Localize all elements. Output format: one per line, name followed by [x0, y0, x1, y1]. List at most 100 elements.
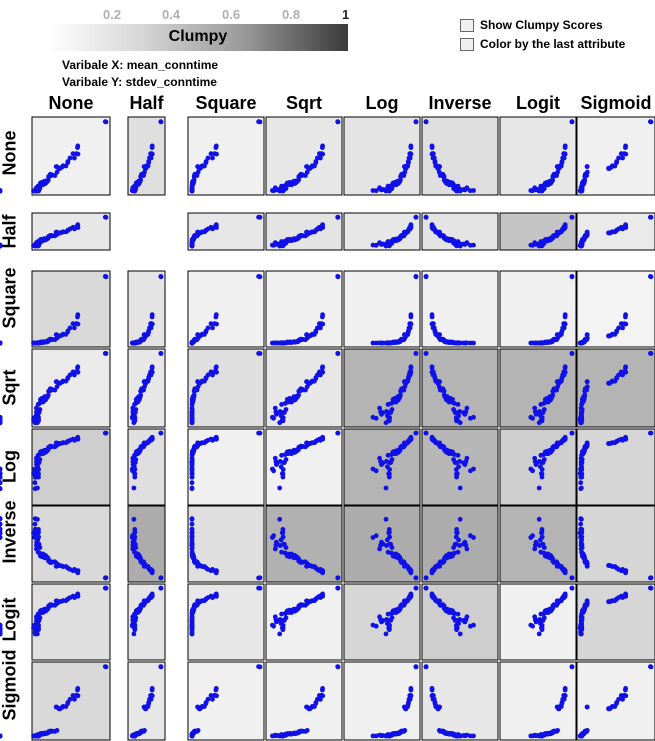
scatter-cell-logit-square[interactable]	[187, 583, 265, 661]
scatter-cell-square-sqrt[interactable]	[0, 270, 343, 348]
scatter-cell-half-log[interactable]	[0, 212, 421, 251]
data-point	[300, 386, 305, 392]
data-point	[72, 325, 77, 331]
scatter-cell-none-sigmoid[interactable]	[576, 116, 655, 196]
scatter-cell-square-sigmoid[interactable]	[576, 270, 655, 348]
scatter-cell-half-sqrt[interactable]	[0, 212, 343, 251]
data-point	[148, 325, 154, 331]
data-point	[561, 696, 567, 702]
scatter-cell-square-none[interactable]	[31, 270, 111, 348]
data-point	[132, 188, 138, 194]
data-point	[539, 623, 545, 628]
data-point	[403, 333, 409, 339]
scatter-cell-none-square[interactable]	[187, 116, 265, 196]
data-point	[148, 696, 154, 702]
row-label-sqrt: Sqrt	[0, 369, 20, 406]
data-point	[457, 420, 463, 426]
scatter-cell-square-log[interactable]	[0, 270, 421, 348]
data-point	[408, 321, 414, 327]
scatter-cell-none-logit[interactable]	[0, 116, 577, 196]
scatter-cell-half-none[interactable]	[31, 212, 111, 251]
data-point	[292, 179, 298, 185]
data-point	[452, 452, 457, 457]
scatter-cell-sqrt-sigmoid[interactable]	[576, 348, 655, 428]
scatter-cell-inverse-none[interactable]	[31, 505, 111, 583]
data-point	[607, 166, 612, 172]
data-point	[149, 321, 155, 327]
scatter-cell-half-square[interactable]	[187, 212, 265, 251]
data-point	[131, 516, 137, 522]
data-point	[271, 468, 276, 474]
scatter-cell-none-log[interactable]	[0, 116, 421, 196]
scatter-cell-square-square[interactable]	[187, 270, 265, 348]
data-point	[579, 534, 585, 540]
data-point	[42, 554, 48, 560]
data-point	[552, 172, 558, 178]
data-point	[189, 340, 195, 345]
data-point	[569, 274, 575, 279]
data-point	[292, 339, 298, 345]
scatter-cell-logit-sigmoid[interactable]	[576, 583, 655, 661]
scatter-cell-sqrt-square[interactable]	[187, 348, 265, 428]
scatter-cell-half-sigmoid[interactable]	[576, 212, 655, 251]
scatter-cell-half-inverse[interactable]	[0, 212, 499, 251]
data-point	[0, 486, 3, 492]
color-by-last-attribute-checkbox[interactable]	[460, 37, 474, 51]
data-point	[189, 401, 195, 406]
scatter-cell-inverse-sigmoid[interactable]	[576, 505, 655, 583]
data-point	[49, 172, 55, 178]
data-point	[552, 602, 558, 608]
data-point	[72, 696, 77, 702]
data-point	[556, 599, 562, 605]
data-point	[72, 437, 77, 443]
data-point	[618, 321, 624, 327]
data-point	[57, 441, 63, 447]
show-clumpy-scores-checkbox[interactable]	[460, 18, 474, 32]
data-point	[256, 585, 261, 591]
data-point	[335, 585, 341, 591]
data-point	[453, 242, 459, 248]
data-point	[387, 471, 392, 477]
data-point	[102, 430, 108, 436]
data-point	[143, 333, 149, 339]
scatter-cell-none-sqrt[interactable]	[0, 116, 343, 196]
show-clumpy-scores-option[interactable]: Show Clumpy Scores	[460, 18, 603, 32]
data-point	[547, 554, 553, 560]
scatter-cell-sigmoid-square[interactable]	[187, 661, 265, 741]
data-point	[205, 595, 211, 600]
scatter-cell-sqrt-none[interactable]	[31, 348, 111, 428]
scatter-cell-log-none[interactable]	[31, 428, 111, 506]
scatter-cell-half-logit[interactable]	[0, 212, 577, 251]
data-point	[205, 567, 211, 572]
data-point	[318, 567, 323, 572]
data-point	[413, 214, 419, 220]
data-point	[149, 364, 155, 370]
scatter-cell-log-sigmoid[interactable]	[576, 428, 655, 506]
scatter-cell-sigmoid-none[interactable]	[31, 661, 111, 741]
cell-background	[265, 270, 343, 348]
data-point	[423, 119, 429, 125]
scatter-cell-square-logit[interactable]	[0, 270, 577, 348]
scatter-cell-logit-none[interactable]	[31, 583, 111, 661]
data-point	[423, 351, 429, 356]
data-point	[452, 731, 457, 737]
color-by-last-attribute-option[interactable]: Color by the last attribute	[460, 37, 625, 51]
scatter-cell-inverse-square[interactable]	[187, 505, 265, 583]
data-point	[272, 405, 278, 411]
data-point	[579, 401, 585, 406]
scatter-cell-square-inverse[interactable]	[0, 270, 499, 348]
data-point	[423, 274, 429, 279]
data-point	[67, 155, 73, 161]
data-point	[307, 166, 313, 172]
scatter-cell-log-square[interactable]	[187, 428, 265, 506]
scatter-cell-sigmoid-sigmoid[interactable]	[576, 661, 655, 741]
data-point	[102, 119, 108, 125]
scatter-cell-square-half[interactable]	[0, 270, 166, 348]
data-point	[158, 575, 164, 581]
data-point	[407, 372, 413, 378]
cell-background	[187, 661, 265, 741]
scatter-cell-none-none[interactable]	[31, 116, 111, 196]
data-point	[532, 340, 538, 346]
scatter-cell-none-inverse[interactable]	[0, 116, 499, 196]
data-point	[648, 214, 653, 220]
